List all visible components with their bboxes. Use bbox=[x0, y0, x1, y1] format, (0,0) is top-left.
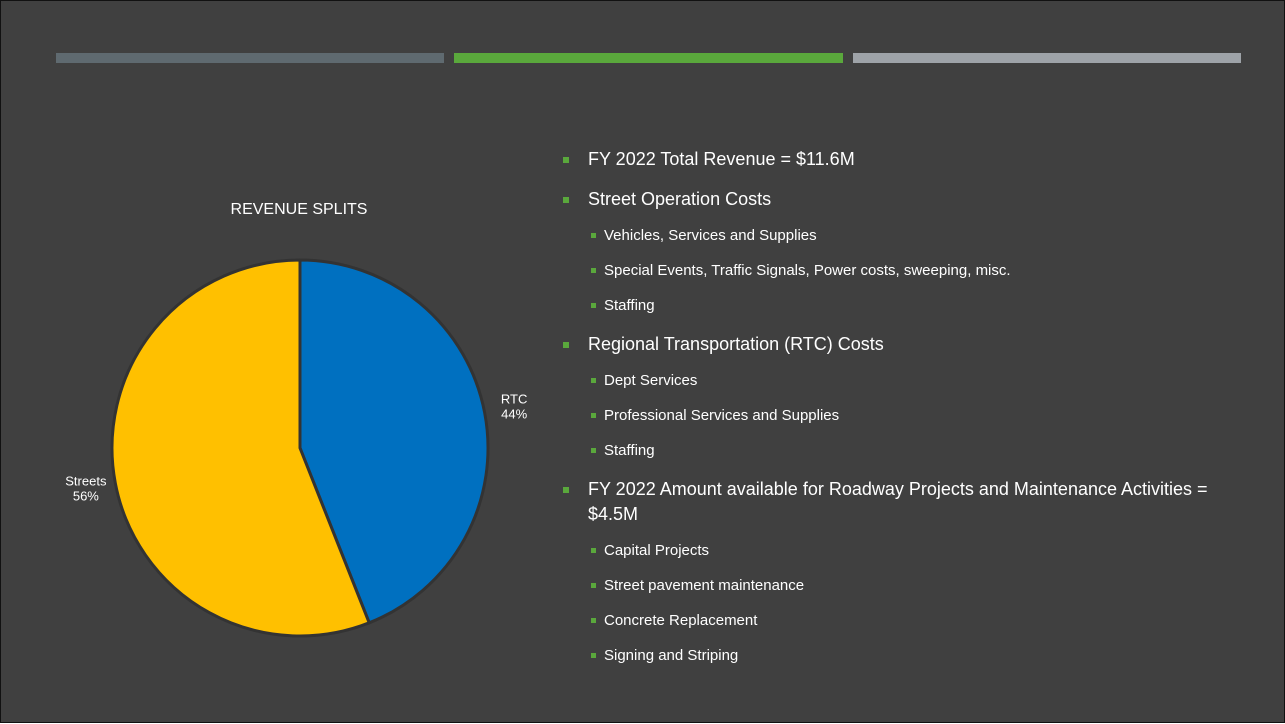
accent-bar bbox=[853, 53, 1241, 63]
bullet-text: Street Operation Costs bbox=[588, 189, 772, 209]
chart-title: REVENUE SPLITS bbox=[231, 201, 368, 218]
slice-value-label: 44% bbox=[501, 407, 527, 422]
bullet: FY 2022 Total Revenue = $11.6M bbox=[561, 147, 1221, 172]
bullet-marker bbox=[591, 413, 596, 418]
bullet-text: Concrete Replacement bbox=[604, 612, 758, 629]
bullet-marker bbox=[591, 618, 596, 623]
bullet-text: Street pavement maintenance bbox=[604, 577, 805, 594]
bullet-text: Vehicles, Services and Supplies bbox=[604, 227, 817, 244]
bullet-text: Dept Services bbox=[604, 372, 698, 389]
bullet-marker bbox=[591, 233, 596, 238]
sub-bullet: Signing and Striping bbox=[561, 645, 1221, 667]
sub-bullet: Street pavement maintenance bbox=[561, 575, 1221, 597]
bullet-text: FY 2022 Amount available for Roadway Pro… bbox=[588, 479, 1208, 524]
bullet-text: Capital Projects bbox=[604, 542, 710, 559]
bullet-list: FY 2022 Total Revenue = $11.6M Street Ope… bbox=[561, 147, 1221, 667]
bullet-marker bbox=[563, 157, 569, 163]
accent-bar bbox=[56, 53, 444, 63]
slice-label: RTC bbox=[501, 392, 527, 407]
bullet-marker bbox=[563, 487, 569, 493]
bullet-marker bbox=[563, 342, 569, 348]
bullet-marker bbox=[591, 583, 596, 588]
bullet-text: Staffing bbox=[604, 297, 655, 314]
bullet-text: Professional Services and Supplies bbox=[604, 407, 840, 424]
bullet: Regional Transportation (RTC) Costs bbox=[561, 332, 1221, 357]
bullet-marker bbox=[591, 548, 596, 553]
sub-bullet: Special Events, Traffic Signals, Power c… bbox=[561, 260, 1221, 282]
bullet: Street Operation Costs bbox=[561, 187, 1221, 212]
sub-bullet: Dept Services bbox=[561, 370, 1221, 392]
pie-slice bbox=[110, 258, 372, 638]
sub-bullet: Staffing bbox=[561, 440, 1221, 462]
bullet-marker bbox=[563, 197, 569, 203]
bullet-marker bbox=[591, 448, 596, 453]
bullet-text: Signing and Striping bbox=[604, 647, 739, 664]
bullet-text: Special Events, Traffic Signals, Power c… bbox=[604, 262, 1011, 279]
bullet-marker bbox=[591, 378, 596, 383]
bullet-text: Regional Transportation (RTC) Costs bbox=[588, 334, 884, 354]
bullet-marker bbox=[591, 303, 596, 308]
slice-value-label: 56% bbox=[73, 488, 99, 503]
sub-bullet: Concrete Replacement bbox=[561, 610, 1221, 632]
accent-bar bbox=[454, 53, 843, 63]
pie-slice bbox=[298, 258, 490, 625]
bullet-marker bbox=[591, 653, 596, 658]
bullet-text: FY 2022 Total Revenue = $11.6M bbox=[588, 149, 855, 169]
sub-bullet: Professional Services and Supplies bbox=[561, 405, 1221, 427]
bullet: FY 2022 Amount available for Roadway Pro… bbox=[561, 477, 1221, 527]
sub-bullet: Vehicles, Services and Supplies bbox=[561, 225, 1221, 247]
bullet-text: Staffing bbox=[604, 442, 655, 459]
sub-bullet: Capital Projects bbox=[561, 540, 1221, 562]
sub-bullet: Staffing bbox=[561, 295, 1221, 317]
slice-label: Streets bbox=[65, 473, 107, 488]
bullet-marker bbox=[591, 268, 596, 273]
